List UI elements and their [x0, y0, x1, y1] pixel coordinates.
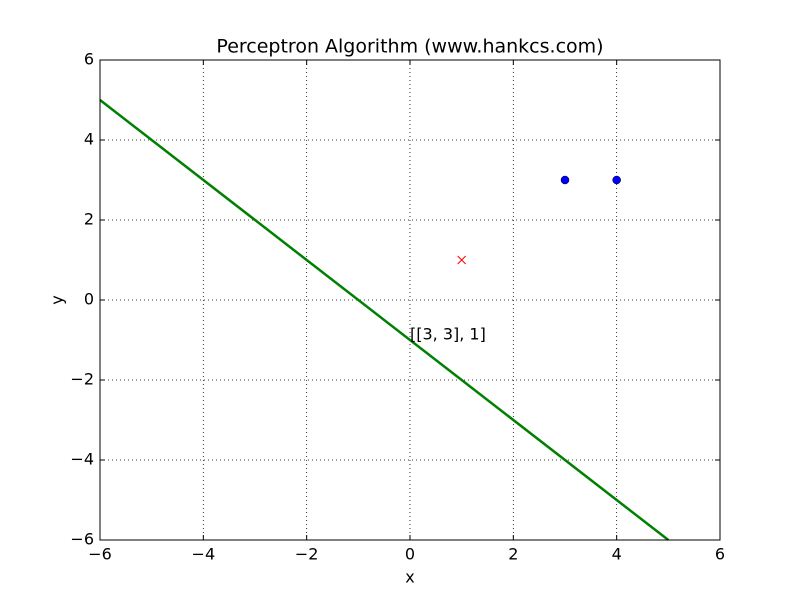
x-tick-label: 4: [612, 545, 622, 564]
y-tick-label: 2: [84, 210, 94, 229]
annotation: [[3, 3], 1]: [410, 325, 486, 344]
x-tick-label: −4: [192, 545, 216, 564]
y-tick-label: 4: [84, 130, 94, 149]
x-tick-label: 6: [715, 545, 725, 564]
x-tick-label: −6: [88, 545, 112, 564]
x-tick-label: −2: [295, 545, 319, 564]
plot-frame: [99, 59, 721, 541]
marker-dot: [612, 175, 621, 185]
y-tick-label: −4: [70, 450, 94, 469]
marker-x: [457, 255, 467, 265]
marker-dot: [560, 175, 570, 185]
y-axis-label: y: [48, 295, 67, 304]
y-tick-label: 6: [84, 50, 94, 69]
x-axis-label: x: [405, 568, 414, 587]
chart-title: Perceptron Algorithm (www.hankcs.com): [216, 36, 603, 58]
y-tick-label: −6: [70, 530, 94, 549]
x-tick-label: 2: [508, 545, 518, 564]
y-tick-label: −2: [70, 370, 94, 389]
line: [99, 99, 670, 541]
x-tick-label: 0: [405, 545, 415, 564]
y-tick-label: 0: [84, 290, 94, 309]
